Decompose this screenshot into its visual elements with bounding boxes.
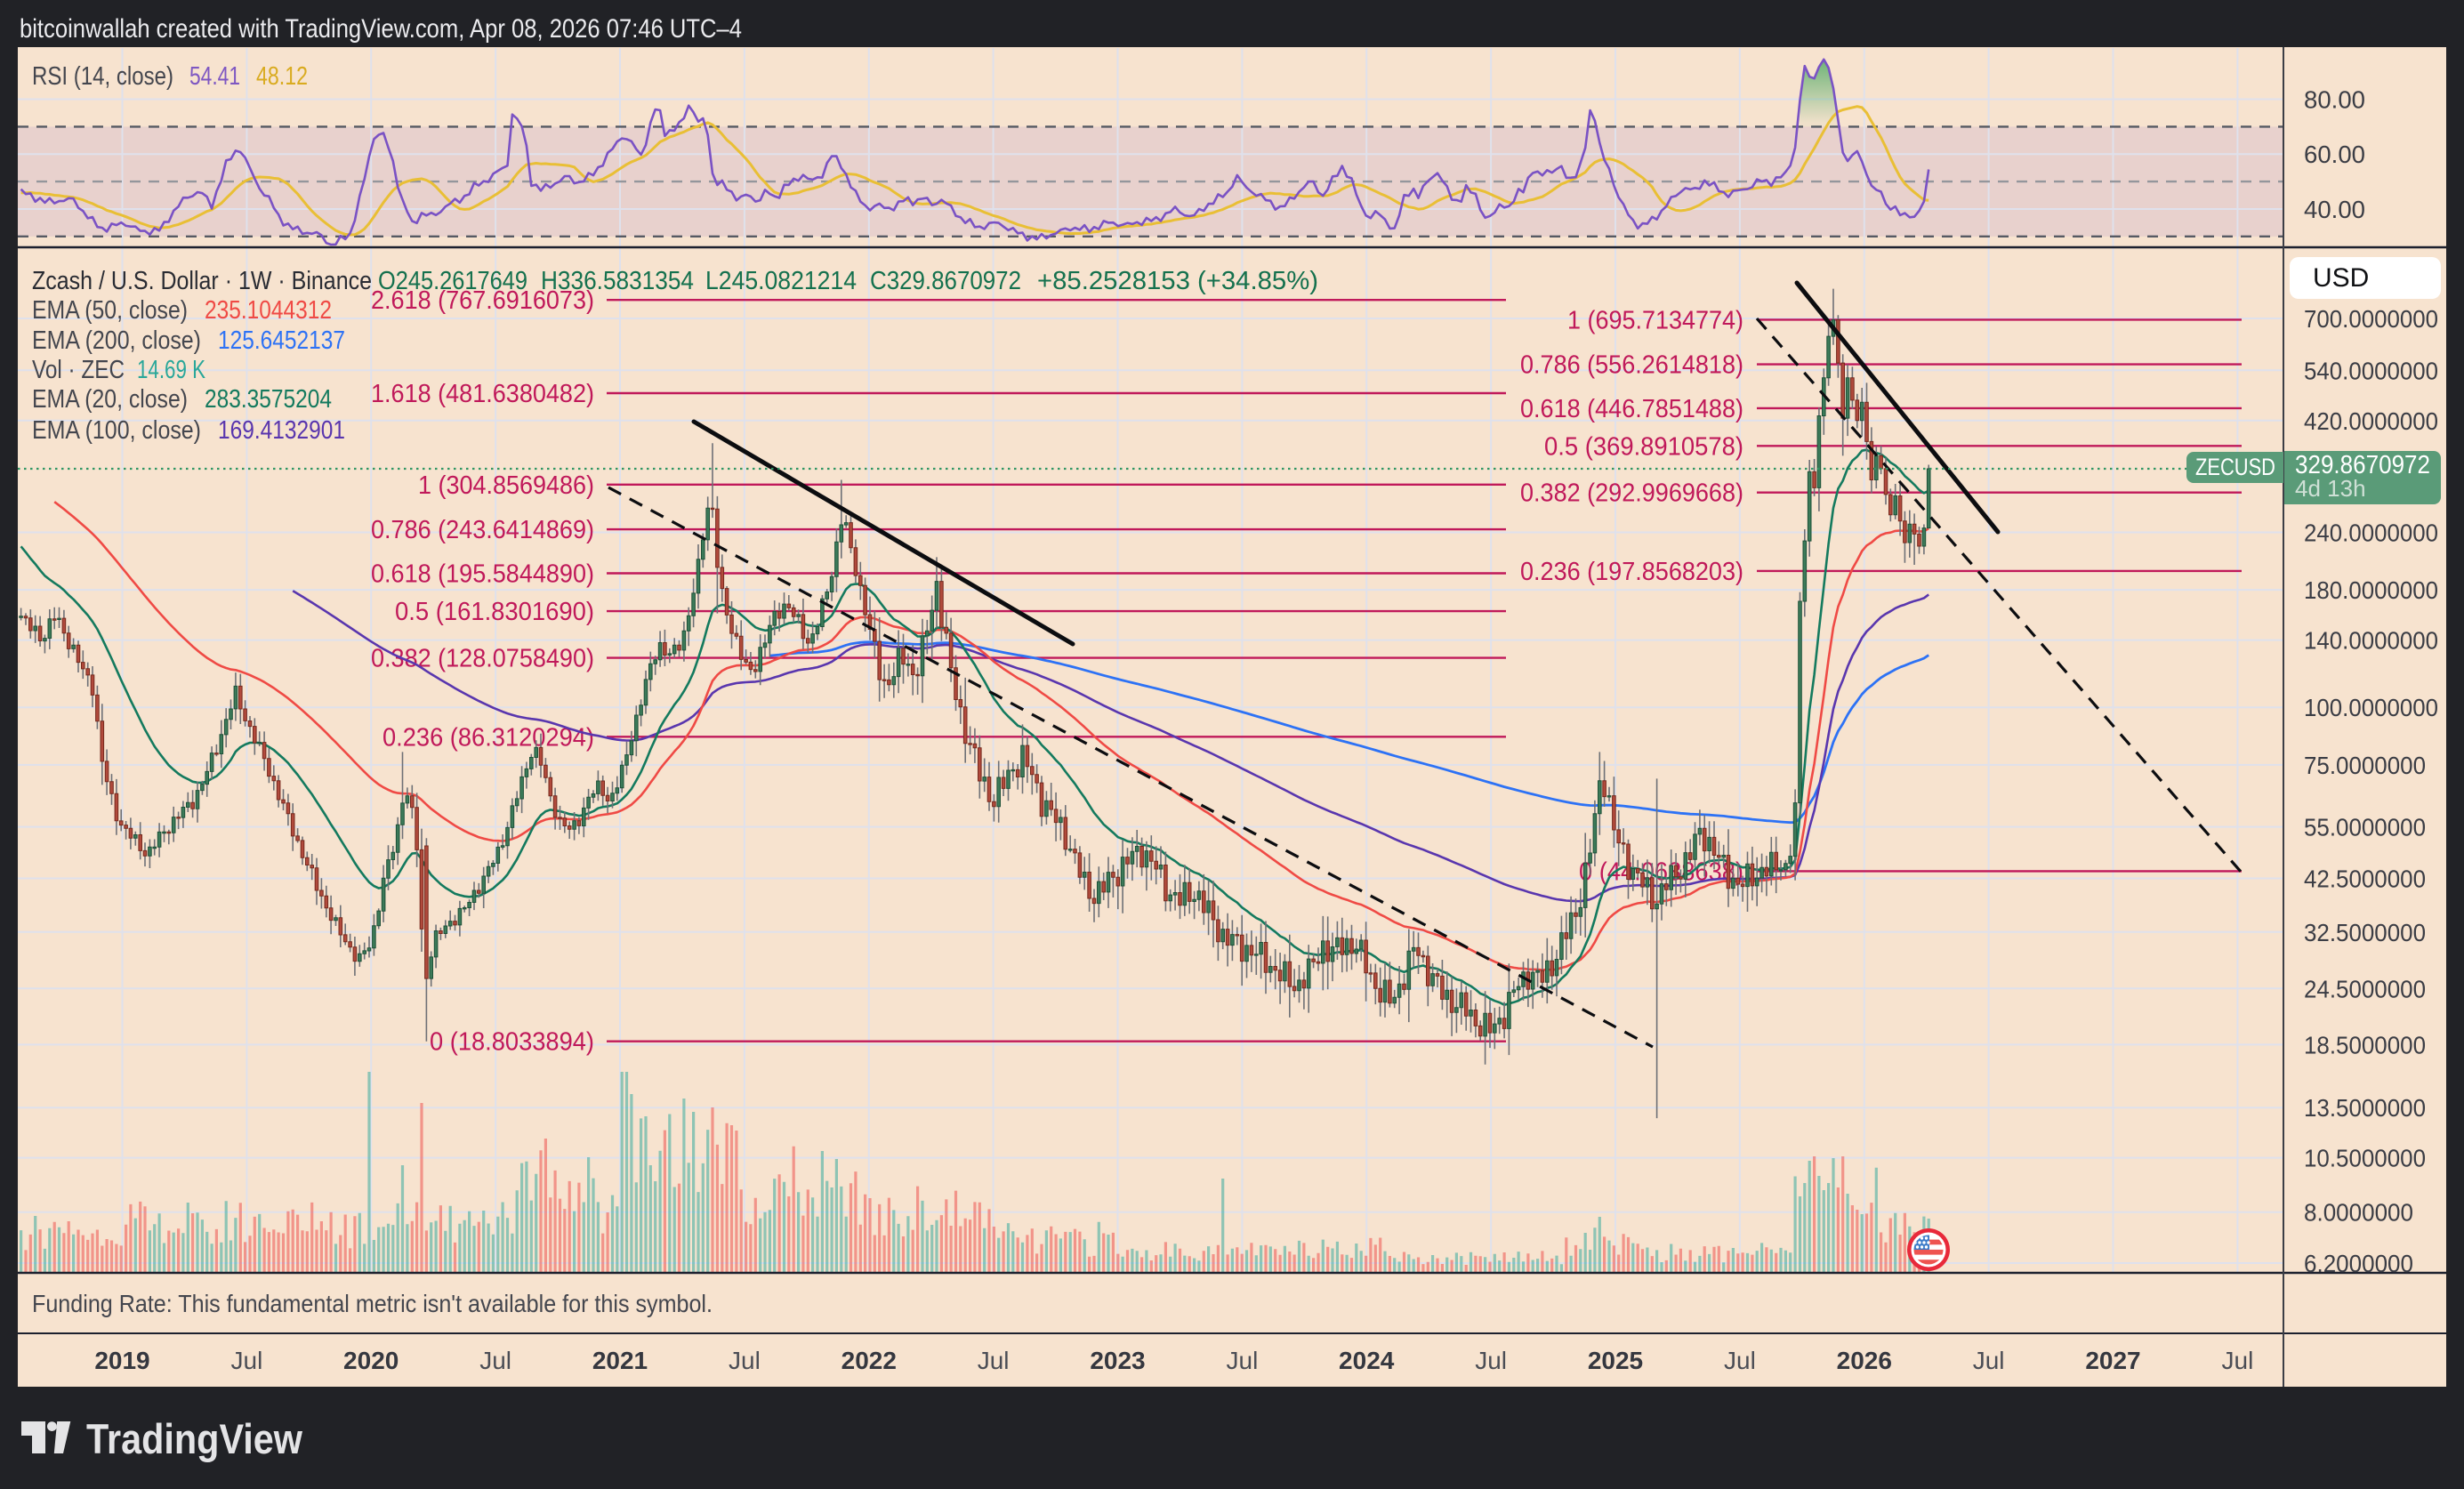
svg-text:2.618 (767.6916073): 2.618 (767.6916073)	[371, 286, 594, 315]
svg-text:180.0000000: 180.0000000	[2304, 576, 2438, 604]
svg-text:Jul: Jul	[2222, 1347, 2254, 1374]
svg-text:169.4132901: 169.4132901	[218, 416, 345, 445]
svg-text:Zcash / U.S. Dollar · 1W · Bin: Zcash / U.S. Dollar · 1W · Binance	[32, 267, 372, 295]
svg-text:540.0000000: 540.0000000	[2304, 357, 2438, 384]
svg-text:700.0000000: 700.0000000	[2304, 305, 2438, 333]
svg-text:EMA (200, close): EMA (200, close)	[32, 326, 201, 355]
svg-text:240.0000000: 240.0000000	[2304, 519, 2438, 547]
svg-text:1.618 (481.6380482): 1.618 (481.6380482)	[371, 380, 594, 408]
svg-text:329.8670972: 329.8670972	[2295, 451, 2430, 479]
svg-text:24.5000000: 24.5000000	[2304, 975, 2426, 1002]
svg-text:6.2000000: 6.2000000	[2304, 1250, 2413, 1277]
svg-text:TradingView: TradingView	[86, 1415, 302, 1462]
svg-text:75.0000000: 75.0000000	[2304, 752, 2426, 779]
svg-text:100.0000000: 100.0000000	[2304, 694, 2438, 721]
svg-text:0.382 (128.0758490): 0.382 (128.0758490)	[371, 645, 594, 673]
svg-text:2025: 2025	[1588, 1347, 1643, 1374]
svg-text:0.786 (243.6414869): 0.786 (243.6414869)	[371, 516, 594, 544]
svg-text:140.0000000: 140.0000000	[2304, 627, 2438, 655]
svg-text:Jul: Jul	[1227, 1347, 1259, 1374]
svg-text:55.0000000: 55.0000000	[2304, 814, 2426, 841]
svg-text:2023: 2023	[1090, 1347, 1145, 1374]
svg-text:283.3575204: 283.3575204	[205, 385, 332, 414]
svg-text:0.618 (446.7851488): 0.618 (446.7851488)	[1520, 395, 1743, 423]
svg-text:L245.0821214: L245.0821214	[705, 267, 857, 295]
svg-text:0.236 (86.3120294): 0.236 (86.3120294)	[382, 723, 594, 752]
svg-text:40.00: 40.00	[2304, 196, 2365, 223]
svg-text:Jul: Jul	[479, 1347, 511, 1374]
svg-text:Jul: Jul	[1973, 1347, 2005, 1374]
svg-text:14.69 K: 14.69 K	[137, 356, 205, 384]
svg-text:1 (304.8569486): 1 (304.8569486)	[418, 471, 594, 500]
svg-text:13.5000000: 13.5000000	[2304, 1094, 2426, 1122]
svg-text:0.5 (369.8910578): 0.5 (369.8910578)	[1544, 432, 1743, 461]
svg-text:0.5 (161.8301690): 0.5 (161.8301690)	[395, 598, 594, 626]
svg-text:O245.2617649: O245.2617649	[378, 267, 527, 295]
svg-text:235.1044312: 235.1044312	[205, 296, 332, 325]
svg-text:Jul: Jul	[1475, 1347, 1507, 1374]
svg-text:Jul: Jul	[978, 1347, 1010, 1374]
svg-text:RSI (14, close): RSI (14, close)	[32, 62, 173, 91]
svg-text:2026: 2026	[1837, 1347, 1892, 1374]
svg-text:10.5000000: 10.5000000	[2304, 1145, 2426, 1172]
svg-text:48.12: 48.12	[256, 62, 308, 91]
svg-text:2027: 2027	[2085, 1347, 2140, 1374]
svg-text:Jul: Jul	[729, 1347, 761, 1374]
svg-text:EMA (20, close): EMA (20, close)	[32, 385, 188, 414]
svg-text:8.0000000: 8.0000000	[2304, 1199, 2413, 1227]
svg-text:2024: 2024	[1339, 1347, 1395, 1374]
svg-text:1 (695.7134774): 1 (695.7134774)	[1567, 306, 1743, 334]
svg-text:4d 13h: 4d 13h	[2295, 475, 2366, 502]
svg-text:Jul: Jul	[231, 1347, 263, 1374]
svg-text:32.5000000: 32.5000000	[2304, 919, 2426, 946]
svg-text:Jul: Jul	[1724, 1347, 1756, 1374]
svg-text:0.618 (195.5844890): 0.618 (195.5844890)	[371, 560, 594, 589]
svg-text:0.786 (556.2614818): 0.786 (556.2614818)	[1520, 351, 1743, 380]
svg-text:0 (18.8033894): 0 (18.8033894)	[430, 1028, 594, 1057]
svg-text:60.00: 60.00	[2304, 141, 2365, 168]
svg-text:+85.2528153 (+34.85%): +85.2528153 (+34.85%)	[1037, 267, 1318, 295]
svg-text:ZECUSD: ZECUSD	[2195, 454, 2275, 480]
svg-text:EMA (100, close): EMA (100, close)	[32, 416, 201, 445]
svg-text:0.382 (292.9969668): 0.382 (292.9969668)	[1520, 479, 1743, 508]
svg-text:18.5000000: 18.5000000	[2304, 1031, 2426, 1058]
svg-text:420.0000000: 420.0000000	[2304, 407, 2438, 435]
svg-text:C329.8670972: C329.8670972	[870, 267, 1021, 295]
svg-text:USD: USD	[2313, 263, 2369, 293]
svg-text:54.41: 54.41	[189, 62, 240, 91]
svg-text:Vol · ZEC: Vol · ZEC	[32, 356, 125, 384]
svg-text:2022: 2022	[841, 1347, 897, 1374]
svg-text:2019: 2019	[94, 1347, 149, 1374]
svg-text:80.00: 80.00	[2304, 86, 2365, 114]
svg-text:Funding Rate: This fundamental: Funding Rate: This fundamental metric is…	[32, 1290, 713, 1317]
svg-text:2021: 2021	[592, 1347, 648, 1374]
svg-text:bitcoinwallah created with Tra: bitcoinwallah created with TradingView.c…	[20, 14, 742, 44]
svg-text:42.5000000: 42.5000000	[2304, 865, 2426, 893]
svg-text:0.236 (197.8568203): 0.236 (197.8568203)	[1520, 558, 1743, 586]
svg-text:125.6452137: 125.6452137	[218, 326, 345, 355]
svg-text:2020: 2020	[343, 1347, 399, 1374]
svg-text:H336.5831354: H336.5831354	[541, 267, 694, 295]
svg-text:EMA (50, close): EMA (50, close)	[32, 296, 188, 325]
